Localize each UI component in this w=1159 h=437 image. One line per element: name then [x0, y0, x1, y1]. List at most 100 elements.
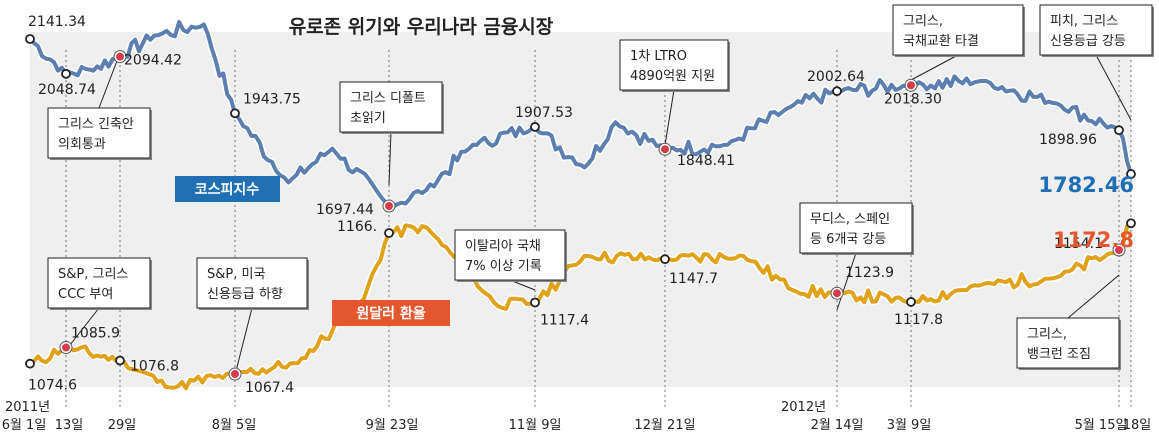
series-lines	[27, 18, 1135, 392]
kospi-point	[61, 68, 71, 79]
fx-value-label: 1117.8	[894, 312, 943, 328]
annotation-box	[619, 39, 729, 91]
annotation-text: 7% 이상 기록	[465, 259, 542, 274]
annotation-text: 등 6개국 강등	[810, 232, 886, 247]
fx-value-label: 1154.1	[1054, 236, 1103, 252]
fx-point	[115, 355, 125, 366]
fx-point	[62, 343, 70, 352]
annotation-leader	[388, 131, 392, 186]
annotation-text: 이탈리아 국채	[465, 239, 541, 254]
kospi-point	[530, 122, 540, 132]
kospi-value-label: 1898.96	[1039, 132, 1097, 148]
annotation-leader	[836, 252, 857, 311]
kospi-point	[230, 108, 240, 119]
kospi-line	[28, 20, 1133, 209]
date-tick-label: 29일	[108, 418, 137, 433]
fx-point	[906, 297, 916, 307]
year-label-2011: 2011년	[5, 400, 50, 415]
annotation-text: 그리스,	[1027, 327, 1067, 342]
annotation-box	[1016, 317, 1120, 369]
kospi-series-name: 코스피지수	[195, 182, 260, 198]
fx-point	[1126, 218, 1136, 229]
annotation-leader	[664, 89, 675, 146]
annotation-text: 신용등급 강등	[1050, 34, 1126, 49]
kospi-value-label: 2018.30	[884, 91, 942, 107]
date-tick-label: 18일	[1123, 418, 1152, 433]
annotation-box	[454, 229, 566, 281]
kospi-value-label: 1697.44	[316, 202, 374, 218]
kospi-final-label: 1782.46	[1038, 173, 1134, 197]
annotation-text: 초읽기	[350, 111, 386, 126]
annotation-text: 신용등급 하향	[207, 287, 283, 302]
annotation-text: 국채교환 타결	[903, 34, 979, 49]
kospi-point	[832, 86, 842, 97]
fx-point	[833, 289, 841, 298]
kospi-value-label: 2048.74	[38, 82, 96, 98]
kospi-point	[1126, 169, 1136, 179]
annotation-box	[892, 4, 1024, 56]
fx-value-label: 1147.7	[669, 271, 718, 287]
kospi-value-label: 2094.42	[124, 53, 182, 69]
date-tick-label: 11월 9일	[509, 418, 562, 433]
date-tick-label: 5월 15일	[1075, 418, 1128, 433]
annotation-text: 피치, 그리스	[1050, 14, 1118, 29]
annotation-text: 무디스, 스페인	[810, 212, 890, 227]
annotation-text: 4890억원 지원	[630, 69, 715, 84]
annotation-text: 의회통과	[58, 137, 106, 152]
year-label-2012: 2012년	[781, 400, 826, 415]
fx-point	[231, 370, 239, 378]
fx-point	[25, 358, 35, 369]
annotation-leader	[1067, 274, 1120, 319]
kospi-point	[116, 52, 124, 61]
chart-title: 유로존 위기와 우리나라 금융시장	[289, 16, 554, 38]
fx-series-name: 원달러 환율	[356, 305, 425, 322]
annotation-text: 그리스,	[903, 14, 943, 29]
date-tick-label: 3월 9일	[887, 418, 932, 433]
kospi-badge	[175, 176, 280, 202]
date-tick-label: 12월 21일	[634, 418, 695, 433]
date-tick-label: 13일	[55, 418, 84, 433]
fx-value-label: 1166.	[337, 219, 377, 235]
annotation-text: 1차 LTRO	[630, 49, 687, 64]
annotation-text: CCC 부여	[58, 287, 113, 302]
date-tick-label: 8월 5일	[212, 418, 257, 433]
annotation-text: 그리스 디폴트	[350, 91, 426, 106]
annotation-box	[47, 257, 151, 309]
annotation-text: S&P, 그리스	[58, 267, 128, 282]
kospi-value-label: 2002.64	[807, 69, 865, 85]
annotation-leader	[234, 307, 253, 376]
fx-final-label: 1172.8	[1053, 228, 1134, 252]
annotation-text: S&P, 미국	[207, 267, 265, 282]
fx-point	[384, 228, 394, 238]
kospi-point	[1114, 125, 1124, 136]
background-layer	[30, 32, 1131, 387]
fx-value-label: 1067.4	[245, 380, 294, 396]
fx-point	[530, 297, 540, 308]
fx-value-label: 1074.6	[28, 378, 77, 394]
fx-point	[660, 254, 670, 265]
chart-background	[30, 32, 1131, 387]
fx-value-label: 1076.8	[130, 359, 179, 375]
annotation-box	[47, 107, 151, 159]
fx-point	[1115, 246, 1123, 255]
annotation-text: 뱅크런 조짐	[1027, 347, 1091, 362]
date-tick-label: 2월 14일	[811, 418, 864, 433]
date-tick-label: 6월 1일	[2, 418, 47, 433]
fx-line	[28, 221, 1133, 391]
annotation-box	[196, 257, 308, 309]
kospi-value-label: 1848.41	[677, 153, 735, 169]
kospi-value-label: 2141.34	[28, 14, 86, 30]
kospi-value-label: 1943.75	[243, 91, 301, 107]
event-markers	[25, 34, 1136, 381]
kospi-point	[25, 34, 35, 44]
annotation-text: 그리스 긴축안	[58, 117, 134, 132]
kospi-point	[907, 81, 915, 90]
annotation-box	[339, 81, 443, 133]
date-tick-label: 9월 23일	[366, 418, 419, 433]
annotation-box	[1039, 4, 1153, 56]
annotation-box	[799, 202, 913, 254]
kospi-value-label: 1907.53	[515, 105, 573, 121]
kospi-point	[661, 145, 669, 154]
